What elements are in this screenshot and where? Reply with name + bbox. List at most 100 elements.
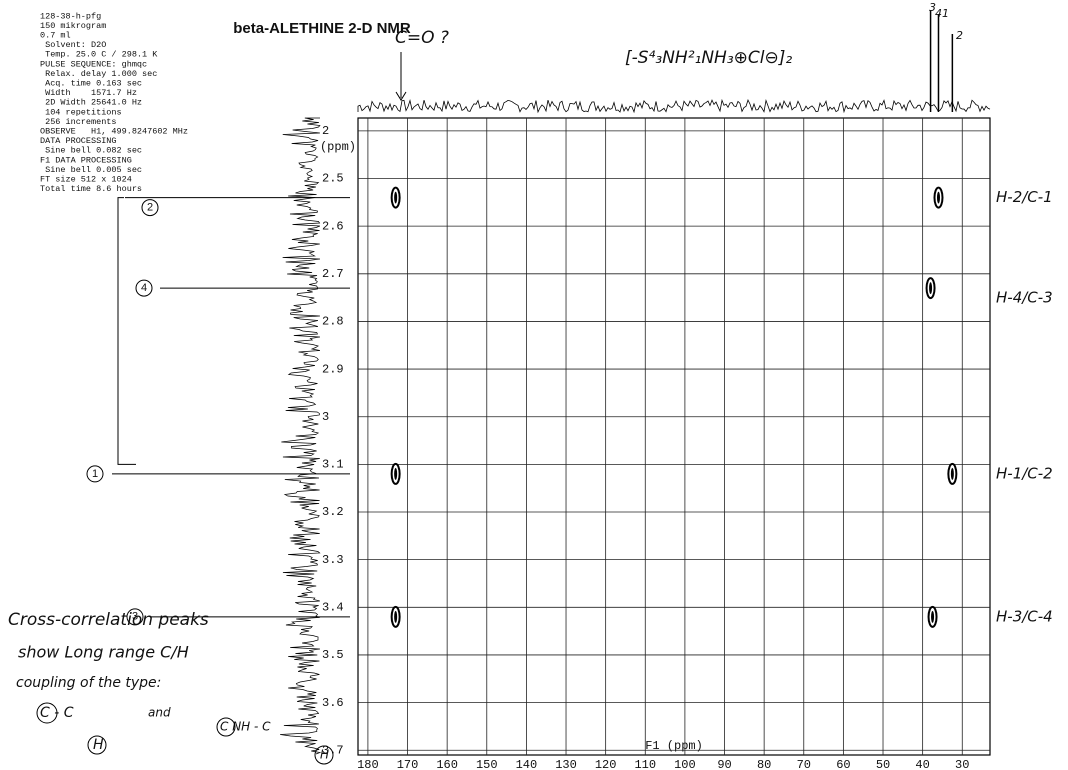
cross-peak xyxy=(390,186,401,209)
cross-peak xyxy=(390,605,401,628)
annotation: C NH - C xyxy=(220,720,271,734)
bracket xyxy=(117,197,136,465)
x-tick-label: 120 xyxy=(595,758,617,770)
cross-peak xyxy=(925,277,936,300)
cross-peak-core xyxy=(931,610,935,623)
parameter-line: Width 1571.7 Hz xyxy=(40,88,137,98)
x-tick-label: 40 xyxy=(915,758,929,770)
parameter-line: 2D Width 25641.0 Hz xyxy=(40,98,142,108)
x-tick-label: 150 xyxy=(476,758,498,770)
x-tick-label: 60 xyxy=(836,758,850,770)
parameter-line: 104 repetitions xyxy=(40,107,122,117)
y-axis-label: (ppm) xyxy=(320,140,356,154)
label-circle xyxy=(36,702,58,724)
y-tick-label: 3.6 xyxy=(322,696,344,710)
peak-assignment: H-2/C-1 xyxy=(996,188,1053,206)
cross-peak xyxy=(947,462,958,485)
annotation: [-S⁴₃NH²₁NH₃⊕Cl⊖]₂ xyxy=(625,48,792,68)
y-tick-label: 2 xyxy=(322,124,329,138)
y-tick-label: 2.5 xyxy=(322,172,344,186)
x-tick-label: 50 xyxy=(876,758,890,770)
cross-peak xyxy=(390,462,401,485)
projection-noise xyxy=(357,98,991,114)
peak-assignment: H-4/C-3 xyxy=(996,289,1053,307)
x-tick-label: 110 xyxy=(634,758,656,770)
x-tick-label: 30 xyxy=(955,758,969,770)
x-tick-label: 100 xyxy=(674,758,696,770)
peak-assignment: H-3/C-4 xyxy=(996,607,1053,625)
peak-assignment: H-1/C-2 xyxy=(996,464,1053,482)
cross-peak-core xyxy=(950,467,954,480)
parameter-line: Total time 8.6 hours xyxy=(40,184,142,194)
y-tick-label: 3.4 xyxy=(322,600,344,614)
chart-title: beta-ALETHINE 2-D NMR xyxy=(233,20,411,37)
parameter-line: PULSE SEQUENCE: ghmqc xyxy=(40,59,147,69)
parameter-line: 128-38-h-pfg xyxy=(40,11,101,21)
annotation: H xyxy=(93,737,104,753)
carbon-label: 1 xyxy=(942,7,949,20)
cross-peak-core xyxy=(394,467,398,480)
y-tick-label: 3.2 xyxy=(322,505,344,519)
x-tick-label: 80 xyxy=(757,758,771,770)
annotation: and xyxy=(148,706,171,720)
projection-noise xyxy=(280,117,322,755)
parameter-line: DATA PROCESSING xyxy=(40,136,117,146)
y-tick-label: 2.6 xyxy=(322,219,344,233)
annotation: show Long range C/H xyxy=(18,643,189,662)
carbon-label: 4 xyxy=(935,7,942,20)
parameter-line: Sine bell 0.082 sec xyxy=(40,146,142,156)
carbon-label: 2 xyxy=(956,29,963,42)
x-tick-label: 130 xyxy=(555,758,577,770)
x-tick-label: 90 xyxy=(717,758,731,770)
label-circle xyxy=(314,745,334,765)
x-tick-label: 70 xyxy=(797,758,811,770)
arrow-head xyxy=(395,91,407,101)
y-tick-label: 2.9 xyxy=(322,362,344,376)
annotation: Cross-correlation peaks xyxy=(8,610,209,630)
x-tick-label: 180 xyxy=(357,758,379,770)
y-tick-label: 3 xyxy=(322,410,329,424)
y-tick-label: 2.8 xyxy=(322,315,344,329)
cross-peak-core xyxy=(936,191,940,204)
proton-label: 1 xyxy=(92,468,98,480)
proton-label: 3 xyxy=(132,611,138,623)
x-tick-label: 160 xyxy=(436,758,458,770)
x-tick-label: 170 xyxy=(397,758,419,770)
cross-peak-core xyxy=(929,282,933,295)
parameter-line: Sine bell 0.005 sec xyxy=(40,165,142,175)
x-tick-label: 140 xyxy=(516,758,538,770)
parameter-line: OBSERVE H1, 499.8247602 MHz xyxy=(40,126,188,136)
parameter-line: 150 mikrogram xyxy=(40,21,106,31)
y-tick-label: 3.3 xyxy=(322,553,344,567)
parameter-line: 0.7 ml xyxy=(40,30,71,40)
label-circle xyxy=(86,465,104,483)
parameter-line: FT size 512 x 1024 xyxy=(40,174,132,184)
cross-peak xyxy=(933,186,944,209)
cross-peak-core xyxy=(394,191,398,204)
plot-frame xyxy=(357,117,991,756)
parameter-line: F1 DATA PROCESSING xyxy=(40,155,132,165)
annotation: C=O ? xyxy=(395,28,449,48)
label-circle xyxy=(216,717,236,737)
label-circle xyxy=(141,199,159,217)
y-tick-label: 3.5 xyxy=(322,648,344,662)
parameter-line: Temp. 25.0 C / 298.1 K xyxy=(40,50,158,60)
cross-peak xyxy=(927,605,938,628)
label-circle xyxy=(87,735,107,755)
carbon-label: 3 xyxy=(929,1,936,14)
proton-label: 4 xyxy=(141,282,147,294)
label-circle xyxy=(135,279,153,297)
annotation: H xyxy=(320,748,329,762)
y-tick-label: 2.7 xyxy=(322,267,344,281)
annotation: coupling of the type: xyxy=(16,675,161,691)
y-tick-label: 3.1 xyxy=(322,458,344,472)
cross-peak-core xyxy=(394,610,398,623)
label-circle xyxy=(126,608,144,626)
x-axis-label: F1 (ppm) xyxy=(645,739,703,753)
parameter-line: Relax. delay 1.000 sec xyxy=(40,69,157,79)
parameter-line: Solvent: D2O xyxy=(40,40,106,50)
parameter-line: 256 increments xyxy=(40,117,117,127)
proton-label: 2 xyxy=(147,201,153,213)
parameter-line: Acq. time 0.163 sec xyxy=(40,78,142,88)
